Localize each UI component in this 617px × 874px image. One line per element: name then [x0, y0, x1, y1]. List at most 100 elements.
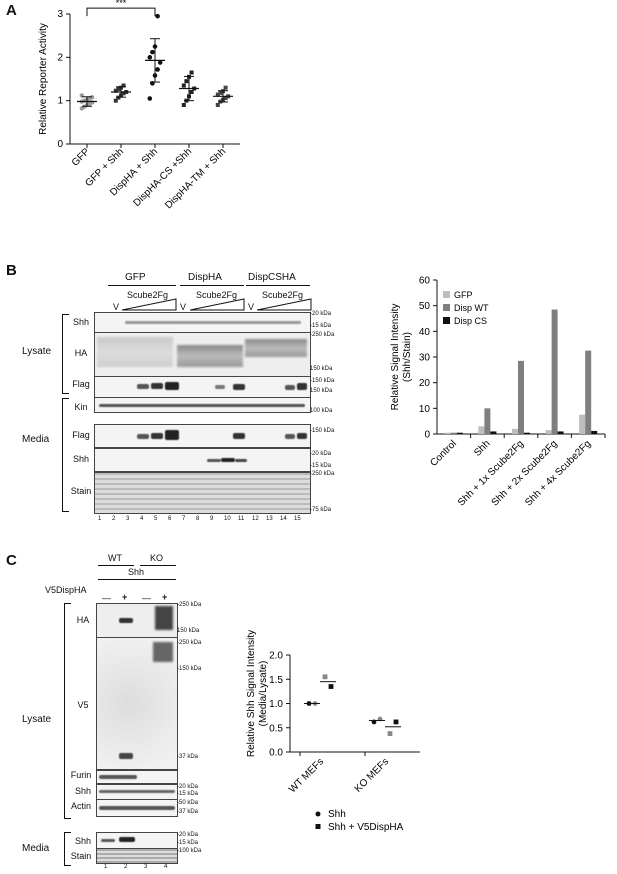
a-xtick-label-4: DispHA-TM + Shh — [163, 146, 228, 211]
media-bracket-c — [64, 832, 71, 866]
a-ytick-label-1: 1 — [57, 96, 63, 107]
lane-number-c: 4 — [164, 864, 168, 870]
c-ytick-label-1: 0.5 — [269, 723, 283, 734]
lane-number-b: 6 — [168, 516, 172, 522]
c-xtick-label-0: WT MEFs — [287, 756, 326, 795]
group-gfp: GFP — [125, 272, 146, 283]
b-bar-4-0 — [579, 414, 586, 434]
c-point — [328, 684, 334, 689]
a-point — [150, 49, 155, 55]
b-bar-4-2 — [591, 430, 598, 434]
c-sign-4: + — [162, 592, 168, 602]
c-wt-label: WT — [108, 553, 122, 563]
a-point — [157, 60, 163, 65]
blot-b-shh — [94, 312, 311, 333]
blot-c-stain — [96, 848, 178, 864]
marker-b-10: -15 kDa — [310, 463, 332, 469]
lysate-label-b: Lysate — [22, 346, 52, 357]
lane-number-b: 14 — [280, 516, 287, 522]
b-legend-label-0: GFP — [454, 290, 473, 300]
row-c-furin: Furin — [70, 770, 92, 780]
a-point — [155, 67, 160, 72]
row-c-actin: Actin — [70, 801, 91, 811]
a-point — [223, 96, 228, 101]
panel-a-letter: A — [6, 2, 17, 19]
b-legend-swatch-1 — [443, 304, 450, 311]
a-ytick-label-2: 2 — [57, 52, 63, 63]
lane-v-1: V — [113, 302, 120, 312]
media-bracket — [62, 398, 69, 512]
lysate-bracket-c — [64, 603, 71, 819]
row-b-flag: Flag — [72, 379, 90, 389]
c-legend-marker-0 — [315, 811, 321, 817]
lysate-label-c: Lysate — [22, 714, 52, 725]
lane-numbers-b: 1 2 3 4 5 6 7 8 9 10 11 12 13 14 15 — [94, 516, 309, 526]
a-point — [155, 13, 160, 19]
marker-c-2: 150 kDa — [177, 628, 200, 634]
c-legend-marker-1 — [315, 824, 321, 829]
a-sig-stars: *** — [116, 0, 127, 8]
c-point — [322, 674, 328, 680]
a-point — [223, 85, 228, 90]
lane-number-b: 2 — [112, 516, 116, 522]
row-b-ha: HA — [74, 348, 88, 358]
b-bar-0-0 — [444, 432, 451, 434]
marker-b-7: 100 kDa — [310, 408, 333, 414]
lane-number-c: 3 — [144, 864, 148, 870]
a-point — [116, 86, 121, 91]
c-ytick-label-2: 1.0 — [269, 699, 283, 710]
media-label-b: Media — [22, 434, 50, 445]
a-point — [90, 95, 95, 100]
lane-number-b: 4 — [140, 516, 144, 522]
row-c-stain: Stain — [70, 851, 92, 861]
row-b-media-shh: Shh — [72, 454, 89, 464]
lane-v-2: V — [180, 302, 187, 312]
group-disp-line — [180, 285, 244, 286]
lane-number-b: 11 — [238, 516, 245, 522]
scube-wedge-2 — [190, 298, 245, 311]
row-c-media-shh: Shh — [74, 836, 91, 846]
marker-c-11: -15 kDa — [177, 840, 199, 846]
scube-wedge-1 — [122, 298, 177, 311]
marker-c-1: -250 kDa — [177, 602, 202, 608]
b-ylabel-2: (Shh/Stain) — [402, 332, 413, 382]
c-point — [387, 731, 393, 736]
scube-1: Scube2Fg — [127, 290, 169, 300]
scube-wedge-3 — [257, 298, 312, 311]
row-b-media-flag: Flag — [72, 430, 90, 440]
marker-b-9: -20 kDa — [310, 451, 332, 457]
b-xtick-label-0: Control — [428, 438, 459, 469]
c-ytick-label-0: 0.0 — [269, 748, 283, 759]
lane-number-b: 1 — [98, 516, 102, 522]
b-bar-2-1 — [518, 360, 524, 434]
a-point — [184, 79, 189, 84]
blot-c-shh — [96, 784, 178, 800]
marker-c-5: -37 kDa — [177, 754, 199, 760]
b-bar-3-2 — [557, 431, 564, 434]
marker-c-8: -50 kDa — [177, 800, 199, 806]
c-shh-label: Shh — [128, 567, 145, 577]
b-xtick-label-1: Shh — [472, 438, 492, 458]
a-point — [121, 91, 126, 96]
lane-number-b: 15 — [294, 516, 301, 522]
marker-b-11: -250 kDa — [310, 471, 335, 477]
c-xtick-label-1: KO MEFs — [353, 756, 391, 794]
panel-b-chart: 0 10 20 30 40 50 60 Relative Signal Intensity (S… — [390, 276, 606, 508]
lane-v-3: V — [248, 302, 255, 312]
b-legend-swatch-2 — [443, 317, 450, 324]
c-point — [393, 719, 399, 725]
b-bar-1-0 — [478, 426, 485, 434]
a-point — [218, 90, 223, 95]
lane-number-b: 10 — [224, 516, 231, 522]
a-point — [147, 55, 153, 60]
c-ylabel-1: Relative Shh Signal Intensity — [246, 630, 257, 757]
c-ko-label: KO — [150, 553, 164, 563]
c-sign-2: + — [122, 592, 128, 602]
lane-number-b: 9 — [210, 516, 214, 522]
blot-b-ha — [94, 332, 311, 377]
b-bar-3-1 — [551, 309, 558, 434]
b-bar-0-2 — [456, 432, 463, 434]
blot-c-media-shh — [96, 832, 178, 849]
b-ytick-label-3: 30 — [419, 353, 431, 364]
